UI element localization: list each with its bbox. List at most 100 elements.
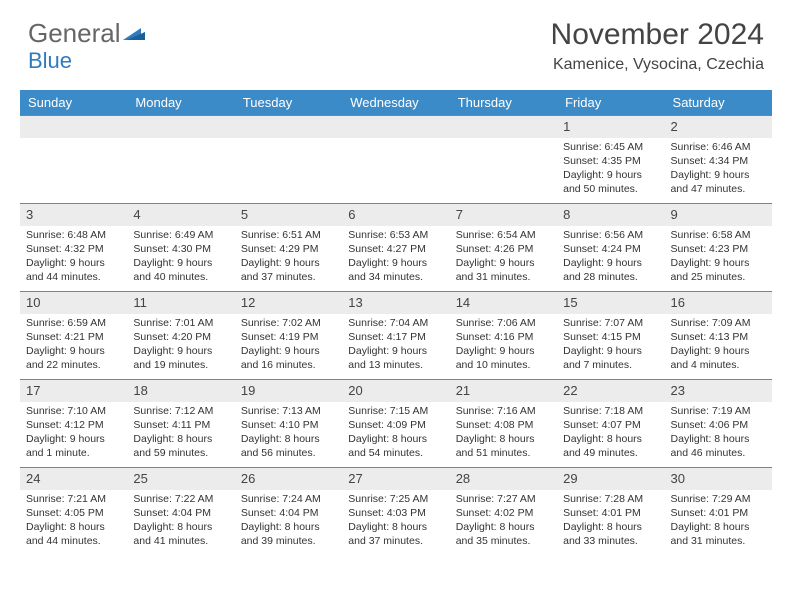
calendar-cell: 21Sunrise: 7:16 AMSunset: 4:08 PMDayligh… — [450, 380, 557, 468]
day-number: 9 — [665, 204, 772, 226]
day-number: 26 — [235, 468, 342, 490]
weekday-header: Monday — [127, 90, 234, 116]
day-details: Sunrise: 6:51 AMSunset: 4:29 PMDaylight:… — [241, 228, 336, 285]
day-number: 3 — [20, 204, 127, 226]
calendar-cell: 5Sunrise: 6:51 AMSunset: 4:29 PMDaylight… — [235, 204, 342, 292]
logo: General — [28, 18, 145, 49]
day-details: Sunrise: 7:29 AMSunset: 4:01 PMDaylight:… — [671, 492, 766, 549]
calendar-cell: 12Sunrise: 7:02 AMSunset: 4:19 PMDayligh… — [235, 292, 342, 380]
empty-day — [20, 116, 127, 138]
day-number: 27 — [342, 468, 449, 490]
day-number: 10 — [20, 292, 127, 314]
logo-icon — [123, 18, 145, 49]
empty-day — [235, 116, 342, 138]
day-details: Sunrise: 7:13 AMSunset: 4:10 PMDaylight:… — [241, 404, 336, 461]
calendar-row: 3Sunrise: 6:48 AMSunset: 4:32 PMDaylight… — [20, 204, 772, 292]
calendar-cell — [450, 116, 557, 204]
day-details: Sunrise: 6:45 AMSunset: 4:35 PMDaylight:… — [563, 140, 658, 197]
location: Kamenice, Vysocina, Czechia — [551, 56, 764, 74]
calendar-cell: 2Sunrise: 6:46 AMSunset: 4:34 PMDaylight… — [665, 116, 772, 204]
day-number: 2 — [665, 116, 772, 138]
day-number: 11 — [127, 292, 234, 314]
empty-day — [450, 116, 557, 138]
calendar-row: 10Sunrise: 6:59 AMSunset: 4:21 PMDayligh… — [20, 292, 772, 380]
calendar-cell: 3Sunrise: 6:48 AMSunset: 4:32 PMDaylight… — [20, 204, 127, 292]
day-number: 6 — [342, 204, 449, 226]
calendar-cell: 22Sunrise: 7:18 AMSunset: 4:07 PMDayligh… — [557, 380, 664, 468]
day-number: 17 — [20, 380, 127, 402]
day-details: Sunrise: 7:15 AMSunset: 4:09 PMDaylight:… — [348, 404, 443, 461]
day-number: 13 — [342, 292, 449, 314]
title-block: November 2024 Kamenice, Vysocina, Czechi… — [551, 18, 764, 74]
calendar-cell — [127, 116, 234, 204]
day-number: 22 — [557, 380, 664, 402]
day-number: 18 — [127, 380, 234, 402]
day-details: Sunrise: 7:01 AMSunset: 4:20 PMDaylight:… — [133, 316, 228, 373]
calendar-header-row: SundayMondayTuesdayWednesdayThursdayFrid… — [20, 90, 772, 116]
weekday-header: Tuesday — [235, 90, 342, 116]
calendar-cell: 11Sunrise: 7:01 AMSunset: 4:20 PMDayligh… — [127, 292, 234, 380]
day-details: Sunrise: 6:53 AMSunset: 4:27 PMDaylight:… — [348, 228, 443, 285]
day-number: 12 — [235, 292, 342, 314]
calendar-cell: 4Sunrise: 6:49 AMSunset: 4:30 PMDaylight… — [127, 204, 234, 292]
day-number: 8 — [557, 204, 664, 226]
calendar-cell: 29Sunrise: 7:28 AMSunset: 4:01 PMDayligh… — [557, 468, 664, 556]
calendar-table: SundayMondayTuesdayWednesdayThursdayFrid… — [20, 90, 772, 556]
day-details: Sunrise: 6:49 AMSunset: 4:30 PMDaylight:… — [133, 228, 228, 285]
day-number: 25 — [127, 468, 234, 490]
day-details: Sunrise: 7:25 AMSunset: 4:03 PMDaylight:… — [348, 492, 443, 549]
day-details: Sunrise: 7:28 AMSunset: 4:01 PMDaylight:… — [563, 492, 658, 549]
calendar-cell: 9Sunrise: 6:58 AMSunset: 4:23 PMDaylight… — [665, 204, 772, 292]
calendar-row: 17Sunrise: 7:10 AMSunset: 4:12 PMDayligh… — [20, 380, 772, 468]
day-details: Sunrise: 7:10 AMSunset: 4:12 PMDaylight:… — [26, 404, 121, 461]
day-number: 23 — [665, 380, 772, 402]
day-number: 21 — [450, 380, 557, 402]
day-number: 28 — [450, 468, 557, 490]
day-details: Sunrise: 6:56 AMSunset: 4:24 PMDaylight:… — [563, 228, 658, 285]
logo-text-general: General — [28, 18, 121, 49]
day-number: 4 — [127, 204, 234, 226]
day-number: 24 — [20, 468, 127, 490]
header: General November 2024 Kamenice, Vysocina… — [0, 0, 792, 82]
day-details: Sunrise: 7:22 AMSunset: 4:04 PMDaylight:… — [133, 492, 228, 549]
calendar-cell: 7Sunrise: 6:54 AMSunset: 4:26 PMDaylight… — [450, 204, 557, 292]
day-number: 14 — [450, 292, 557, 314]
weekday-header: Sunday — [20, 90, 127, 116]
day-details: Sunrise: 7:12 AMSunset: 4:11 PMDaylight:… — [133, 404, 228, 461]
day-details: Sunrise: 7:07 AMSunset: 4:15 PMDaylight:… — [563, 316, 658, 373]
day-details: Sunrise: 6:48 AMSunset: 4:32 PMDaylight:… — [26, 228, 121, 285]
calendar-cell: 16Sunrise: 7:09 AMSunset: 4:13 PMDayligh… — [665, 292, 772, 380]
calendar-cell: 6Sunrise: 6:53 AMSunset: 4:27 PMDaylight… — [342, 204, 449, 292]
day-number: 1 — [557, 116, 664, 138]
day-number: 19 — [235, 380, 342, 402]
calendar-cell: 18Sunrise: 7:12 AMSunset: 4:11 PMDayligh… — [127, 380, 234, 468]
day-details: Sunrise: 7:06 AMSunset: 4:16 PMDaylight:… — [456, 316, 551, 373]
calendar-cell — [20, 116, 127, 204]
calendar-cell: 30Sunrise: 7:29 AMSunset: 4:01 PMDayligh… — [665, 468, 772, 556]
calendar-cell: 25Sunrise: 7:22 AMSunset: 4:04 PMDayligh… — [127, 468, 234, 556]
day-details: Sunrise: 7:18 AMSunset: 4:07 PMDaylight:… — [563, 404, 658, 461]
day-number: 5 — [235, 204, 342, 226]
day-details: Sunrise: 6:59 AMSunset: 4:21 PMDaylight:… — [26, 316, 121, 373]
calendar-cell: 23Sunrise: 7:19 AMSunset: 4:06 PMDayligh… — [665, 380, 772, 468]
weekday-header: Thursday — [450, 90, 557, 116]
day-details: Sunrise: 7:19 AMSunset: 4:06 PMDaylight:… — [671, 404, 766, 461]
day-details: Sunrise: 6:54 AMSunset: 4:26 PMDaylight:… — [456, 228, 551, 285]
day-details: Sunrise: 6:58 AMSunset: 4:23 PMDaylight:… — [671, 228, 766, 285]
calendar-cell — [235, 116, 342, 204]
calendar-cell: 27Sunrise: 7:25 AMSunset: 4:03 PMDayligh… — [342, 468, 449, 556]
weekday-header: Saturday — [665, 90, 772, 116]
weekday-header: Wednesday — [342, 90, 449, 116]
day-number: 15 — [557, 292, 664, 314]
calendar-cell: 15Sunrise: 7:07 AMSunset: 4:15 PMDayligh… — [557, 292, 664, 380]
weekday-header: Friday — [557, 90, 664, 116]
day-details: Sunrise: 7:21 AMSunset: 4:05 PMDaylight:… — [26, 492, 121, 549]
calendar-cell: 8Sunrise: 6:56 AMSunset: 4:24 PMDaylight… — [557, 204, 664, 292]
day-number: 30 — [665, 468, 772, 490]
day-details: Sunrise: 7:04 AMSunset: 4:17 PMDaylight:… — [348, 316, 443, 373]
calendar-cell: 24Sunrise: 7:21 AMSunset: 4:05 PMDayligh… — [20, 468, 127, 556]
day-details: Sunrise: 7:16 AMSunset: 4:08 PMDaylight:… — [456, 404, 551, 461]
calendar-cell: 10Sunrise: 6:59 AMSunset: 4:21 PMDayligh… — [20, 292, 127, 380]
day-details: Sunrise: 7:27 AMSunset: 4:02 PMDaylight:… — [456, 492, 551, 549]
day-number: 16 — [665, 292, 772, 314]
